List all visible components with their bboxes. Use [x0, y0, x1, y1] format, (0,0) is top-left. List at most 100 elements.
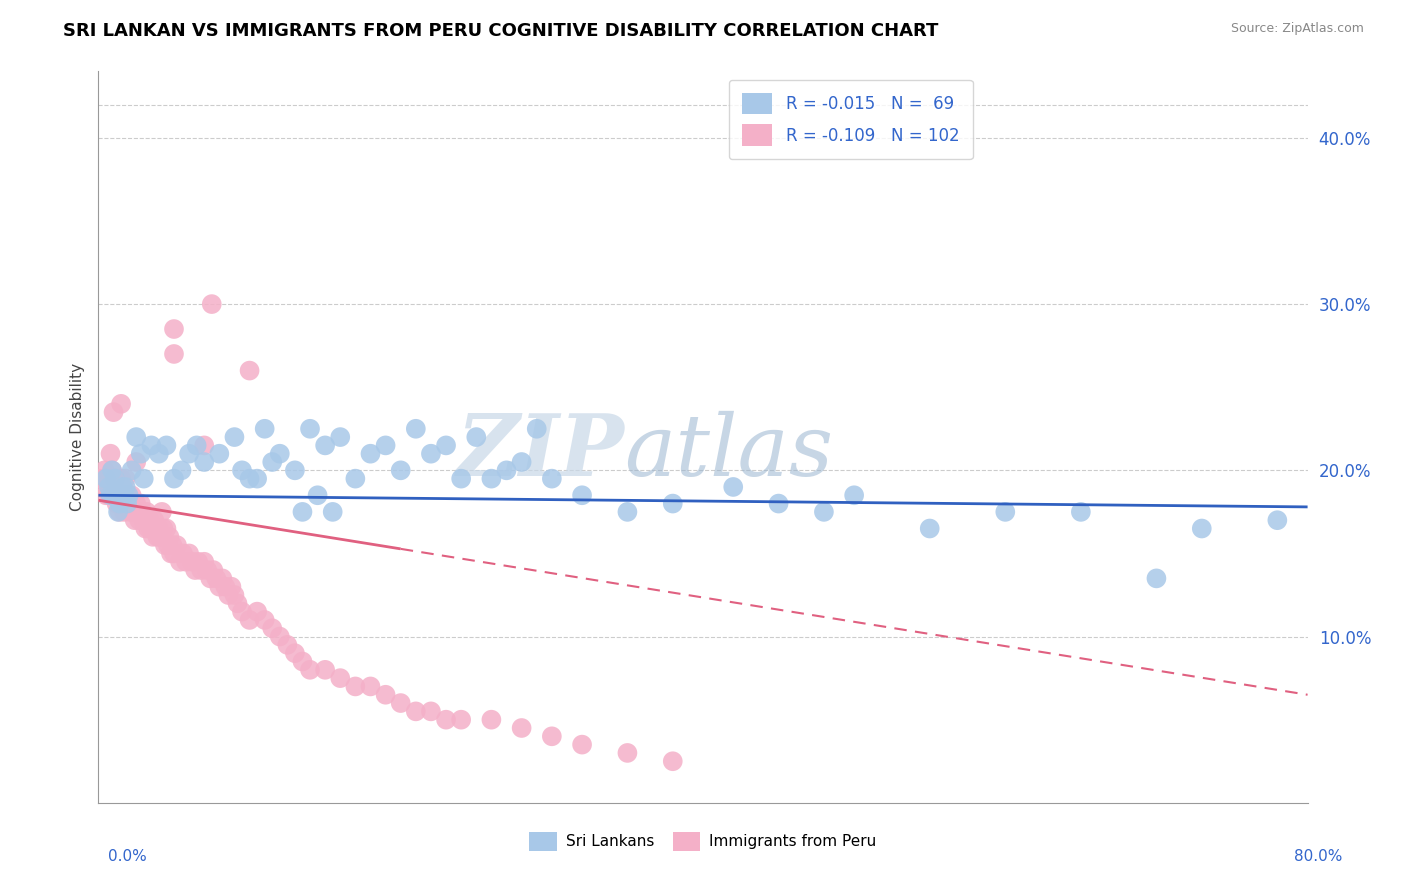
Point	[616, 505, 638, 519]
Point	[193, 438, 215, 452]
Point	[125, 497, 148, 511]
Point	[540, 472, 562, 486]
Point	[329, 671, 352, 685]
Point	[226, 596, 249, 610]
Point	[103, 405, 125, 419]
Point	[450, 472, 472, 486]
Point	[481, 472, 503, 486]
Point	[246, 605, 269, 619]
Point	[344, 680, 367, 694]
Point	[93, 463, 115, 477]
Y-axis label: Cognitive Disability: Cognitive Disability	[69, 363, 84, 511]
Point	[98, 480, 121, 494]
Point	[96, 472, 118, 486]
Point	[169, 555, 191, 569]
Point	[202, 563, 225, 577]
Point	[214, 580, 236, 594]
Point	[239, 363, 262, 377]
Point	[104, 472, 127, 486]
Text: 80.0%: 80.0%	[1295, 849, 1343, 864]
Point	[434, 713, 457, 727]
Point	[246, 472, 269, 486]
Point	[101, 463, 124, 477]
Point	[103, 488, 125, 502]
Point	[110, 472, 132, 486]
Point	[143, 513, 166, 527]
Point	[94, 488, 117, 502]
Point	[112, 488, 135, 502]
Point	[148, 521, 170, 535]
Point	[314, 438, 336, 452]
Point	[360, 447, 382, 461]
Point	[224, 588, 246, 602]
Point	[329, 430, 352, 444]
Point	[1070, 505, 1092, 519]
Point	[112, 505, 135, 519]
Point	[129, 447, 152, 461]
Text: ZIP: ZIP	[457, 410, 624, 493]
Point	[107, 505, 129, 519]
Point	[284, 463, 307, 477]
Point	[107, 480, 129, 494]
Point	[616, 746, 638, 760]
Point	[450, 713, 472, 727]
Point	[174, 555, 197, 569]
Point	[108, 505, 131, 519]
Point	[181, 555, 204, 569]
Point	[540, 729, 562, 743]
Point	[150, 505, 173, 519]
Point	[813, 505, 835, 519]
Point	[262, 455, 284, 469]
Text: atlas: atlas	[624, 410, 834, 493]
Point	[136, 521, 159, 535]
Point	[114, 480, 136, 494]
Point	[170, 463, 193, 477]
Point	[91, 480, 114, 494]
Point	[253, 422, 276, 436]
Point	[420, 447, 443, 461]
Point	[110, 488, 132, 502]
Point	[134, 521, 156, 535]
Point	[100, 447, 122, 461]
Point	[844, 488, 866, 502]
Point	[269, 630, 291, 644]
Point	[344, 472, 367, 486]
Point	[481, 713, 503, 727]
Point	[217, 588, 239, 602]
Point	[115, 488, 138, 502]
Point	[314, 663, 336, 677]
Point	[262, 621, 284, 635]
Point	[231, 463, 253, 477]
Point	[918, 521, 941, 535]
Point	[723, 480, 745, 494]
Point	[224, 430, 246, 444]
Point	[94, 472, 117, 486]
Point	[135, 505, 157, 519]
Point	[526, 422, 548, 436]
Point	[124, 513, 146, 527]
Point	[152, 521, 174, 535]
Point	[155, 521, 177, 535]
Legend: Sri Lankans, Immigrants from Peru: Sri Lankans, Immigrants from Peru	[523, 825, 883, 857]
Point	[221, 580, 243, 594]
Point	[994, 505, 1017, 519]
Point	[239, 472, 262, 486]
Point	[120, 505, 142, 519]
Point	[105, 488, 128, 502]
Point	[146, 530, 169, 544]
Point	[90, 472, 112, 486]
Point	[172, 546, 194, 560]
Point	[374, 438, 396, 452]
Point	[111, 480, 134, 494]
Point	[1267, 513, 1289, 527]
Point	[103, 488, 125, 502]
Point	[405, 705, 427, 719]
Point	[389, 463, 412, 477]
Point	[114, 472, 136, 486]
Point	[374, 688, 396, 702]
Point	[118, 497, 141, 511]
Point	[125, 455, 148, 469]
Point	[1144, 571, 1167, 585]
Point	[239, 613, 262, 627]
Point	[131, 505, 153, 519]
